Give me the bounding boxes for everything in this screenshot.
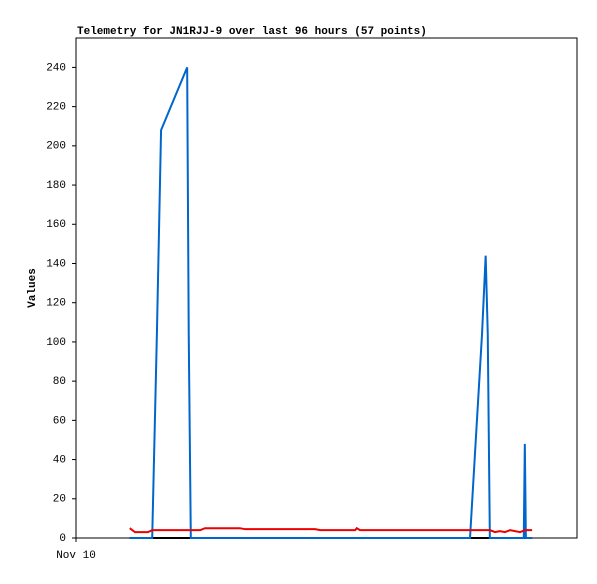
y-tick-label: 40 xyxy=(53,454,66,466)
series-line xyxy=(129,67,533,539)
y-tick-label: 60 xyxy=(53,415,66,427)
y-tick-label: 160 xyxy=(46,219,66,231)
series-line xyxy=(129,526,533,534)
y-tick-label: 100 xyxy=(46,337,66,349)
x-tick-label: Nov 10 xyxy=(56,550,96,562)
y-tick-label: 200 xyxy=(46,141,66,153)
y-tick-label: 0 xyxy=(59,533,66,545)
y-tick-label: 240 xyxy=(46,62,66,74)
y-tick-label: 80 xyxy=(53,376,66,388)
y-tick-label: 180 xyxy=(46,180,66,192)
y-tick-label: 140 xyxy=(46,258,66,270)
y-tick-label: 120 xyxy=(46,298,66,310)
plot-frame xyxy=(75,37,578,539)
y-tick-label: 20 xyxy=(53,494,66,506)
chart-title: Telemetry for JN1RJJ-9 over last 96 hour… xyxy=(77,26,427,38)
y-axis-label: Values xyxy=(27,268,39,308)
y-tick-label: 220 xyxy=(46,102,66,114)
